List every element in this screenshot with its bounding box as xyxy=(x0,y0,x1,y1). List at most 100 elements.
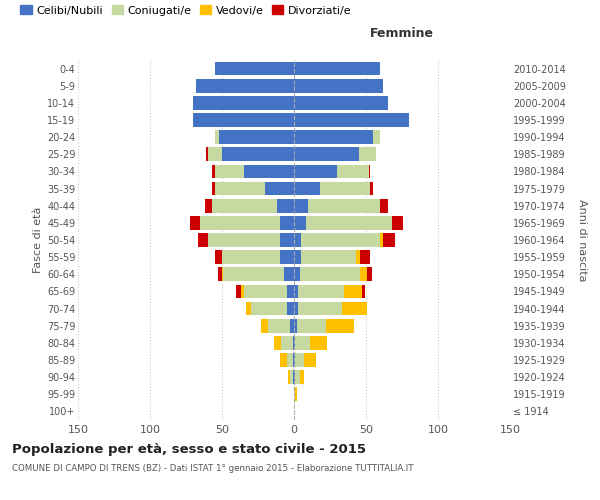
Bar xyxy=(294,96,388,110)
Bar xyxy=(219,130,294,144)
Bar xyxy=(222,268,223,281)
Bar xyxy=(265,182,294,196)
Bar xyxy=(290,370,293,384)
Bar xyxy=(293,353,294,367)
Bar xyxy=(215,130,219,144)
Bar xyxy=(294,216,305,230)
Bar xyxy=(208,148,222,161)
Bar xyxy=(247,302,251,316)
Bar xyxy=(295,388,297,401)
Bar xyxy=(295,336,310,349)
Bar xyxy=(297,319,326,332)
Bar xyxy=(294,250,301,264)
Bar xyxy=(320,182,370,196)
Bar xyxy=(294,233,301,247)
Bar xyxy=(373,130,380,144)
Bar xyxy=(294,353,295,367)
Bar xyxy=(212,182,215,196)
Bar xyxy=(212,164,215,178)
Bar xyxy=(337,164,369,178)
Bar xyxy=(222,250,280,264)
Bar xyxy=(293,336,294,349)
Bar xyxy=(294,164,337,178)
Bar xyxy=(294,370,295,384)
Bar xyxy=(326,319,355,332)
Bar xyxy=(223,268,284,281)
Bar xyxy=(310,336,327,349)
Bar xyxy=(341,302,367,316)
Bar xyxy=(362,284,365,298)
Text: Femmine: Femmine xyxy=(370,27,434,40)
Bar xyxy=(274,336,281,349)
Bar xyxy=(280,353,287,367)
Bar xyxy=(284,268,294,281)
Bar xyxy=(193,113,294,127)
Bar xyxy=(215,250,222,264)
Bar xyxy=(294,268,300,281)
Bar xyxy=(360,250,370,264)
Bar xyxy=(294,319,297,332)
Bar xyxy=(205,199,212,212)
Bar xyxy=(392,216,403,230)
Bar xyxy=(208,233,280,247)
Bar xyxy=(190,216,200,230)
Bar xyxy=(383,233,395,247)
Bar xyxy=(200,216,280,230)
Bar xyxy=(281,336,293,349)
Bar xyxy=(288,370,290,384)
Bar xyxy=(215,62,294,76)
Bar xyxy=(280,250,294,264)
Y-axis label: Anni di nascita: Anni di nascita xyxy=(577,198,587,281)
Bar xyxy=(294,113,409,127)
Bar xyxy=(370,182,373,196)
Bar xyxy=(222,148,294,161)
Bar xyxy=(193,96,294,110)
Bar xyxy=(380,199,388,212)
Bar xyxy=(344,284,362,298)
Bar xyxy=(294,148,359,161)
Bar xyxy=(287,302,294,316)
Text: Popolazione per età, sesso e stato civile - 2015: Popolazione per età, sesso e stato civil… xyxy=(12,442,366,456)
Bar xyxy=(280,233,294,247)
Bar xyxy=(261,319,268,332)
Bar xyxy=(218,268,222,281)
Bar xyxy=(287,284,294,298)
Bar xyxy=(298,302,341,316)
Bar xyxy=(196,79,294,92)
Y-axis label: Fasce di età: Fasce di età xyxy=(32,207,43,273)
Text: COMUNE DI CAMPO DI TRENS (BZ) - Dati ISTAT 1° gennaio 2015 - Elaborazione TUTTIT: COMUNE DI CAMPO DI TRENS (BZ) - Dati IST… xyxy=(12,464,413,473)
Bar xyxy=(212,199,277,212)
Bar xyxy=(300,370,304,384)
Bar xyxy=(251,302,287,316)
Bar xyxy=(301,250,356,264)
Bar xyxy=(287,353,293,367)
Bar xyxy=(356,250,360,264)
Bar xyxy=(206,148,208,161)
Bar xyxy=(244,284,287,298)
Bar xyxy=(301,233,380,247)
Bar xyxy=(294,62,380,76)
Bar xyxy=(294,284,298,298)
Bar xyxy=(236,284,241,298)
Bar xyxy=(294,130,373,144)
Bar xyxy=(308,199,380,212)
Bar xyxy=(294,79,383,92)
Bar xyxy=(215,182,265,196)
Bar xyxy=(277,199,294,212)
Bar xyxy=(294,336,295,349)
Bar xyxy=(294,388,295,401)
Bar xyxy=(300,268,360,281)
Bar xyxy=(367,268,372,281)
Bar xyxy=(360,268,367,281)
Bar xyxy=(305,216,392,230)
Bar xyxy=(294,302,298,316)
Bar xyxy=(304,353,316,367)
Bar xyxy=(197,233,208,247)
Bar xyxy=(215,164,244,178)
Bar xyxy=(294,199,308,212)
Bar xyxy=(280,216,294,230)
Bar xyxy=(295,353,304,367)
Bar xyxy=(380,233,383,247)
Bar xyxy=(293,370,294,384)
Bar xyxy=(369,164,370,178)
